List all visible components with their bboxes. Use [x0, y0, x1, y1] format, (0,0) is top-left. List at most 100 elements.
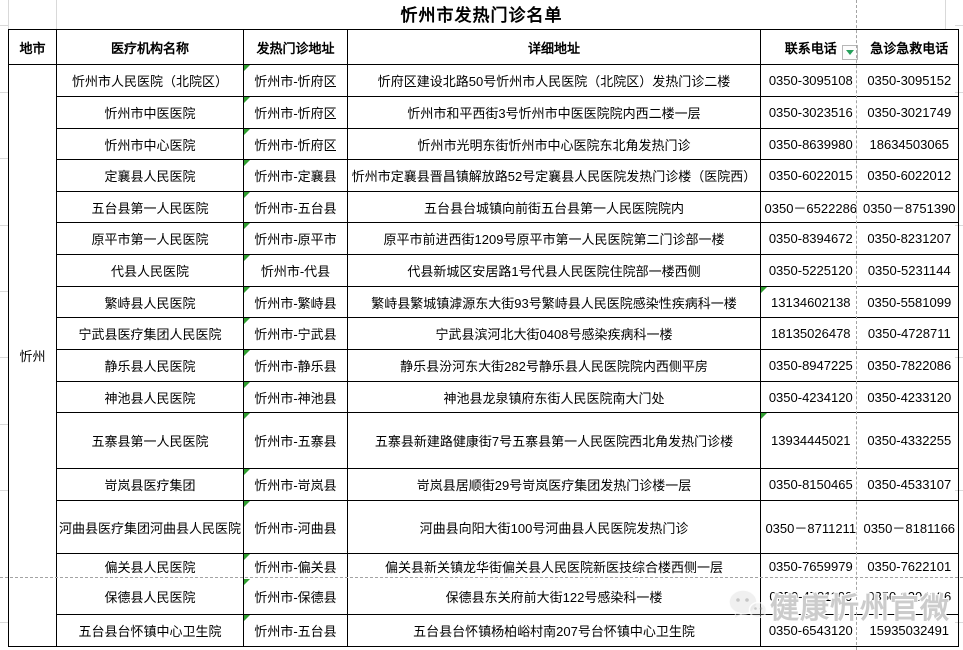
table-row: 繁峙县人民医院 忻州市-繁峙县 繁峙县繁城镇滹源东大街93号繁峙县人民医院感染性…	[9, 286, 960, 318]
cell-flag-icon	[244, 287, 251, 293]
gridline	[0, 25, 8, 26]
cell-flag-icon	[244, 255, 251, 261]
emergency-cell: 0350-5231144	[860, 254, 960, 287]
institution-cell: 代县人民医院	[56, 254, 245, 287]
column-header-area: 发热门诊地址	[243, 29, 349, 65]
filter-dropdown-icon	[845, 50, 854, 55]
cell-flag-icon	[244, 65, 251, 71]
cell-flag-icon	[244, 413, 251, 419]
contact-cell: 0350-6543120	[760, 614, 861, 647]
area-cell: 忻州市-代县	[243, 254, 349, 287]
contact-cell: 0350－8711211	[760, 500, 861, 554]
gridline	[955, 357, 963, 358]
cell-flag-icon	[244, 501, 251, 507]
gridline	[955, 92, 963, 93]
fever-clinic-table: 地市 医疗机构名称 发热门诊地址 详细地址 联系电话 急诊急救电话 忻州 忻州市…	[8, 29, 960, 647]
gridline	[955, 490, 963, 491]
area-cell: 忻州市-河曲县	[243, 500, 349, 554]
address-cell: 五寨县新建路健康街7号五寨县第一人民医院西北角发热门诊楼	[347, 412, 762, 469]
cell-flag-icon	[244, 615, 251, 621]
emergency-cell: 0350-5581099	[860, 286, 960, 318]
gridline	[955, 622, 963, 623]
contact-cell: 0350-8947225	[760, 349, 861, 382]
address-cell: 宁武县滨河北大街0408号感染疾病科一楼	[347, 317, 762, 350]
contact-cell: 0350-3023516	[760, 96, 861, 129]
emergency-cell: 0350-4332255	[860, 412, 960, 469]
table-row: 五寨县第一人民医院 忻州市-五寨县 五寨县新建路健康街7号五寨县第一人民医院西北…	[9, 412, 960, 469]
area-cell: 忻州市-原平市	[243, 222, 349, 255]
area-cell: 忻州市-静乐县	[243, 349, 349, 382]
cell-flag-icon	[244, 192, 251, 198]
area-cell: 忻州市-五寨县	[243, 412, 349, 469]
emergency-cell: 0350-7622101	[860, 553, 960, 579]
cell-flag-icon	[761, 413, 768, 419]
cell-flag-icon	[761, 287, 768, 293]
table-row: 五台县第一人民医院 忻州市-五台县 五台县台城镇向前街五台县第一人民医院院内 0…	[9, 191, 960, 223]
emergency-cell: 0350-4533107	[860, 468, 960, 501]
institution-cell: 岢岚县医疗集团	[56, 468, 245, 501]
area-cell: 忻州市-偏关县	[243, 553, 349, 579]
gridline	[0, 490, 8, 491]
area-cell: 忻州市-定襄县	[243, 159, 349, 192]
table-row: 原平市第一人民医院 忻州市-原平市 原平市前进西街1209号原平市第一人民医院第…	[9, 222, 960, 255]
emergency-cell: 18634503065	[860, 128, 960, 160]
contact-cell: 0350-4234120	[760, 381, 861, 413]
table-row: 定襄县人民医院 忻州市-定襄县 忻州市定襄县晋昌镇解放路52号定襄县人民医院发热…	[9, 159, 960, 192]
table-row: 神池县人民医院 忻州市-神池县 神池县龙泉镇府东街人民医院南大门处 0350-4…	[9, 381, 960, 413]
table-row: 忻州市中心医院 忻州市-忻府区 忻州市光明东街忻州市中心医院东北角发热门诊 03…	[9, 128, 960, 160]
institution-cell: 五台县台怀镇中心卫生院	[56, 614, 245, 647]
column-header-region: 地市	[8, 29, 57, 65]
area-cell: 忻州市-忻府区	[243, 96, 349, 129]
gridline	[0, 424, 8, 425]
institution-cell: 五台县第一人民医院	[56, 191, 245, 223]
contact-cell: 0350－6522286	[760, 191, 861, 223]
page-break-horizontal	[0, 577, 963, 578]
cell-flag-icon	[244, 318, 251, 324]
table-row: 忻州市中医医院 忻州市-忻府区 忻州市和平西街3号忻州市中医医院院内西二楼一层 …	[9, 96, 960, 129]
table-row: 五台县台怀镇中心卫生院 忻州市-五台县 五台县台怀镇杨柏峪村南207号台怀镇中心…	[9, 614, 960, 647]
address-cell: 原平市前进西街1209号原平市第一人民医院第二门诊部一楼	[347, 222, 762, 255]
area-cell: 忻州市-岢岚县	[243, 468, 349, 501]
area-cell: 忻州市-神池县	[243, 381, 349, 413]
cell-flag-icon	[244, 97, 251, 103]
institution-cell: 宁武县医疗集团人民医院	[56, 317, 245, 350]
cell-flag-icon	[244, 578, 251, 585]
cell-flag-icon	[244, 223, 251, 229]
gridline	[56, 0, 57, 29]
column-header-address: 详细地址	[347, 29, 762, 65]
area-cell: 忻州市-宁武县	[243, 317, 349, 350]
address-cell: 繁峙县繁城镇滹源东大街93号繁峙县人民医院感染性疾病科一楼	[347, 286, 762, 318]
table-row: 保德县人民医院 忻州市-保德县 保德县东关府前大街122号感染科一楼 0350-…	[9, 578, 960, 615]
table-row: 河曲县医疗集团河曲县人民医院 忻州市-河曲县 河曲县向阳大街100号河曲县人民医…	[9, 500, 960, 554]
table-row: 忻州 忻州市人民医院（北院区） 忻州市-忻府区 忻府区建设北路50号忻州市人民医…	[8, 64, 960, 647]
emergency-cell: 0350-7822086	[860, 349, 960, 382]
address-cell: 忻州市和平西街3号忻州市中医医院院内西二楼一层	[347, 96, 762, 129]
contact-cell: 0350-7659979	[768, 558, 853, 574]
contact-cell: 13134602138	[760, 286, 861, 318]
emergency-cell: 0350-4728711	[860, 317, 960, 350]
address-cell: 忻州市光明东街忻州市中心医院东北角发热门诊	[347, 128, 762, 160]
filter-button[interactable]	[841, 45, 858, 60]
gridline	[0, 225, 8, 226]
institution-cell: 静乐县人民医院	[56, 349, 245, 382]
column-header-phone-label: 联系电话	[784, 40, 837, 56]
table-row: 岢岚县医疗集团 忻州市-岢岚县 岢岚县居顺街29号岢岚医疗集团发热门诊楼一层 0…	[9, 468, 960, 501]
page-break-vertical	[856, 0, 857, 650]
emergency-cell: 0350-3021749	[860, 96, 960, 129]
emergency-cell: 15935032491	[860, 614, 960, 647]
table-row: 代县人民医院 忻州市-代县 代县新城区安居路1号代县人民医院住院部一楼西侧 03…	[9, 254, 960, 287]
table-row: 静乐县人民医院 忻州市-静乐县 静乐县汾河东大街282号静乐县人民医院院内西侧平…	[9, 349, 960, 382]
emergency-cell: 0350－8181166	[860, 500, 960, 554]
area-cell: 忻州市-保德县	[243, 578, 349, 615]
area-cell: 忻州市-五台县	[243, 614, 349, 647]
address-cell: 五台县台怀镇杨柏峪村南207号台怀镇中心卫生院	[347, 614, 762, 647]
institution-cell: 保德县人民医院	[56, 578, 245, 615]
contact-cell: 0350-8150465	[760, 468, 861, 501]
emergency-cell: 0350-3095152	[860, 64, 960, 97]
table-row: 宁武县医疗集团人民医院 忻州市-宁武县 宁武县滨河北大街0408号感染疾病科一楼…	[9, 317, 960, 350]
emergency-cell: 0350-4233120	[860, 381, 960, 413]
page-title: 忻州市发热门诊名单	[400, 6, 563, 25]
gridline	[955, 225, 963, 226]
column-header-name: 医疗机构名称	[56, 29, 245, 65]
